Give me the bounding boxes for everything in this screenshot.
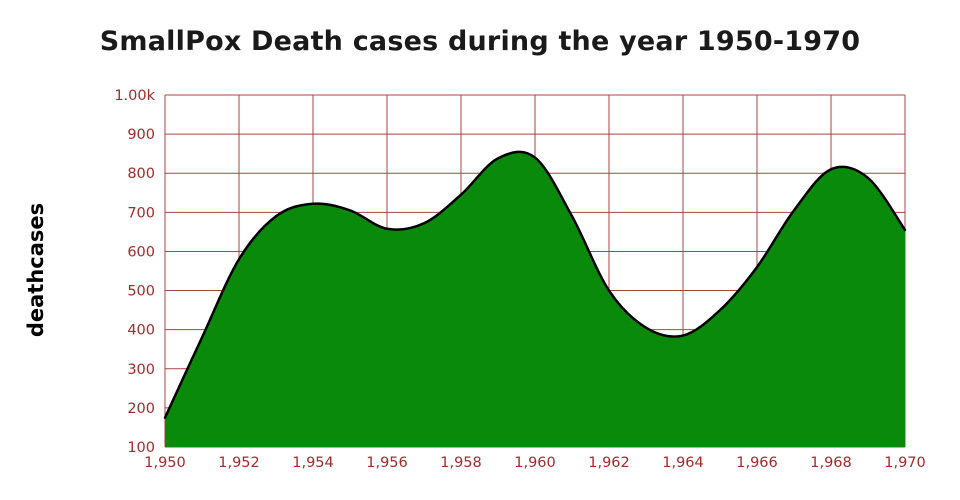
x-tick-label: 1,954 (292, 455, 334, 471)
y-tick-label: 1.00k (114, 88, 155, 104)
y-tick-label: 800 (127, 166, 155, 182)
y-tick-label: 600 (127, 244, 155, 260)
x-tick-label: 1,966 (736, 455, 778, 471)
y-tick-label: 200 (127, 401, 155, 417)
x-tick-label: 1,956 (366, 455, 408, 471)
x-tick-label: 1,952 (218, 455, 260, 471)
x-tick-label: 1,950 (144, 455, 186, 471)
y-tick-label: 300 (127, 362, 155, 378)
area-series-line (163, 150, 907, 419)
chart-title: SmallPox Death cases during the year 195… (99, 26, 861, 57)
x-tick-label: 1,968 (810, 455, 852, 471)
y-tick-label: 500 (127, 284, 155, 300)
y-tick-label: 700 (127, 205, 155, 221)
x-tick-label: 1,962 (588, 455, 630, 471)
x-tick-label: 1,958 (440, 455, 482, 471)
area-series-fill (165, 151, 905, 447)
y-tick-label: 400 (127, 323, 155, 339)
y-tick-label: 100 (127, 440, 155, 456)
x-tick-label: 1,970 (884, 455, 926, 471)
x-tick-label: 1,960 (514, 455, 556, 471)
x-tick-label: 1,964 (662, 455, 704, 471)
y-tick-label: 900 (127, 127, 155, 143)
